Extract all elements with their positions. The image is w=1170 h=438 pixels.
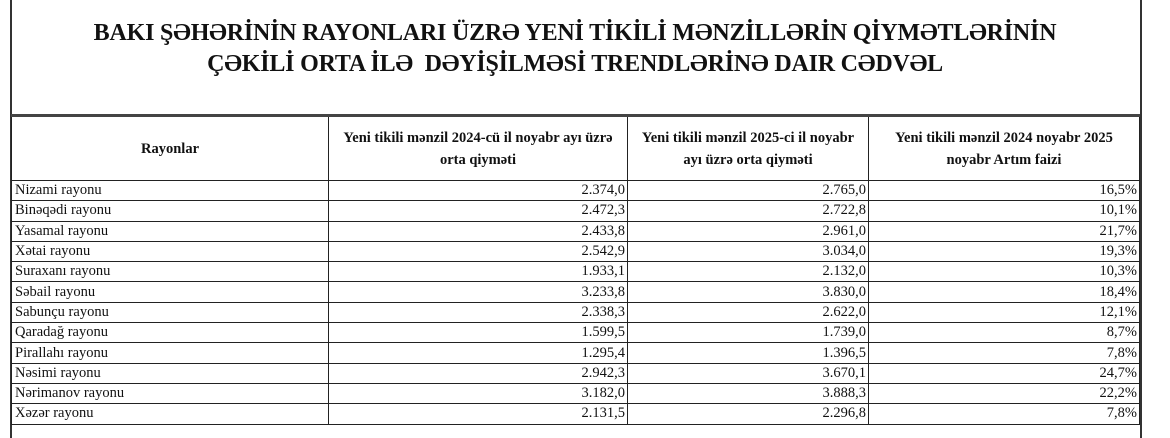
table-row: Nərimanov rayonu 3.182,0 3.888,3 22,2%: [11, 382, 1140, 405]
growth-cell: 10,1%: [868, 200, 1140, 222]
price-2025-cell: 1.739,0: [627, 322, 869, 344]
header-price-2025: Yeni tikili mənzil 2025-ci il noyabr ayı…: [627, 114, 869, 181]
table-row: Nizami rayonu 2.374,0 2.765,0 16,5%: [11, 179, 1140, 202]
table-row: Xəzər rayonu 2.131,5 2.296,8 7,8%: [11, 403, 1140, 425]
price-2024-cell: 2.374,0: [328, 179, 628, 202]
price-2024-cell: 2.472,3: [328, 200, 628, 222]
price-2025-cell: 3.670,1: [627, 362, 869, 384]
price-2025-cell: 2.722,8: [627, 200, 869, 222]
growth-cell: 24,7%: [868, 362, 1140, 384]
price-2024-cell: 2.131,5: [328, 403, 628, 425]
price-2024-cell: 3.182,0: [328, 382, 628, 405]
header-districts: Rayonlar: [11, 114, 329, 181]
title-line-1: BAKI ŞƏHƏRİNİN RAYONLARI ÜZRƏ YENİ TİKİL…: [93, 20, 1057, 46]
growth-cell: 18,4%: [868, 281, 1140, 303]
table-row: Nəsimi rayonu 2.942,3 3.670,1 24,7%: [11, 362, 1140, 384]
district-cell: Qaradağ rayonu: [11, 322, 329, 344]
district-cell: Sabunçu rayonu: [11, 301, 329, 324]
district-cell: Xəzər rayonu: [11, 403, 329, 425]
growth-cell: 10,3%: [868, 261, 1140, 283]
district-cell: Yasamal rayonu: [11, 220, 329, 242]
table-row: Səbail rayonu 3.233,8 3.830,0 18,4%: [11, 281, 1140, 303]
price-2025-cell: 3.034,0: [627, 240, 869, 263]
price-2024-cell: 1.599,5: [328, 322, 628, 344]
price-2024-cell: 2.542,9: [328, 240, 628, 263]
price-2024-cell: 1.295,4: [328, 342, 628, 364]
district-cell: Pirallahı rayonu: [11, 342, 329, 364]
growth-cell: 12,1%: [868, 301, 1140, 324]
district-cell: Suraxanı rayonu: [11, 261, 329, 283]
price-2025-cell: 1.396,5: [627, 342, 869, 364]
price-2024-cell: 2.433,8: [328, 220, 628, 242]
price-2025-cell: 2.296,8: [627, 403, 869, 425]
district-cell: Nizami rayonu: [11, 179, 329, 202]
table-row: Xətai rayonu 2.542,9 3.034,0 19,3%: [11, 240, 1140, 263]
growth-cell: 21,7%: [868, 220, 1140, 242]
district-cell: Səbail rayonu: [11, 281, 329, 303]
district-cell: Xətai rayonu: [11, 240, 329, 263]
price-2025-cell: 3.830,0: [627, 281, 869, 303]
price-2025-cell: 2.961,0: [627, 220, 869, 242]
growth-cell: 7,8%: [868, 342, 1140, 364]
growth-cell: 22,2%: [868, 382, 1140, 405]
price-2024-cell: 2.338,3: [328, 301, 628, 324]
price-2024-cell: 3.233,8: [328, 281, 628, 303]
table-header-row: Rayonlar Yeni tikili mənzil 2024-cü il n…: [11, 114, 1140, 181]
price-2024-cell: 2.942,3: [328, 362, 628, 384]
price-2025-cell: 2.132,0: [627, 261, 869, 283]
growth-cell: 8,7%: [868, 322, 1140, 344]
table-row: Binəqədi rayonu 2.472,3 2.722,8 10,1%: [11, 200, 1140, 222]
table-row: Suraxanı rayonu 1.933,1 2.132,0 10,3%: [11, 261, 1140, 283]
price-table: Rayonlar Yeni tikili mənzil 2024-cü il n…: [11, 114, 1140, 425]
price-2025-cell: 3.888,3: [627, 382, 869, 405]
table-row: Yasamal rayonu 2.433,8 2.961,0 21,7%: [11, 220, 1140, 242]
document-title: BAKI ŞƏHƏRİNİN RAYONLARI ÜZRƏ YENİ TİKİL…: [12, 18, 1138, 80]
table-row: Sabunçu rayonu 2.338,3 2.622,0 12,1%: [11, 301, 1140, 324]
growth-cell: 19,3%: [868, 240, 1140, 263]
growth-cell: 7,8%: [868, 403, 1140, 425]
table-row: Pirallahı rayonu 1.295,4 1.396,5 7,8%: [11, 342, 1140, 364]
district-cell: Binəqədi rayonu: [11, 200, 329, 222]
price-2025-cell: 2.765,0: [627, 179, 869, 202]
title-line-2: ÇƏKİLİ ORTA İLƏ DƏYİŞİLMƏSİ TRENDLƏRİNƏ …: [207, 51, 943, 77]
district-cell: Nərimanov rayonu: [11, 382, 329, 405]
header-growth: Yeni tikili mənzil 2024 noyabr 2025 noya…: [868, 114, 1140, 181]
growth-cell: 16,5%: [868, 179, 1140, 202]
district-cell: Nəsimi rayonu: [11, 362, 329, 384]
header-price-2024: Yeni tikili mənzil 2024-cü il noyabr ayı…: [328, 114, 628, 181]
price-2025-cell: 2.622,0: [627, 301, 869, 324]
table-row: Qaradağ rayonu 1.599,5 1.739,0 8,7%: [11, 322, 1140, 344]
price-2024-cell: 1.933,1: [328, 261, 628, 283]
